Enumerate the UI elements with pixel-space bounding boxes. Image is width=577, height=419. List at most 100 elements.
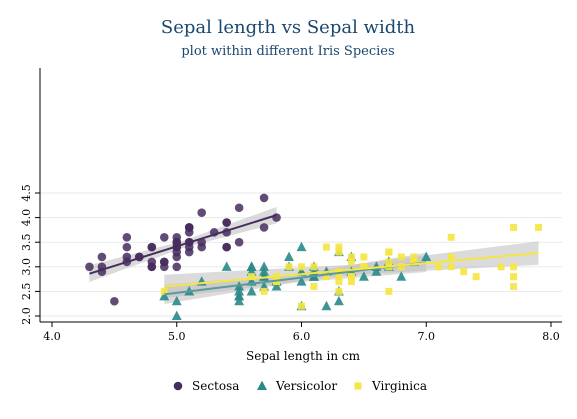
point-sectosa-43 xyxy=(172,237,182,247)
point-sectosa-42 xyxy=(97,252,107,262)
y-tick-label-1: 2.5 xyxy=(20,283,33,301)
point-sectosa-49 xyxy=(172,247,182,257)
point-virginica-13 xyxy=(260,287,268,295)
point-sectosa-28 xyxy=(197,242,206,252)
point-virginica-49 xyxy=(285,263,293,271)
point-versicolor-4 xyxy=(358,271,369,281)
point-virginica-43 xyxy=(397,253,405,261)
point-versicolor-26 xyxy=(396,271,407,281)
point-virginica-18 xyxy=(510,282,518,290)
point-virginica-48 xyxy=(322,243,330,251)
point-virginica-7 xyxy=(460,268,468,276)
point-versicolor-33 xyxy=(296,276,307,286)
point-virginica-27 xyxy=(310,263,318,271)
point-virginica-41 xyxy=(410,258,418,266)
point-sectosa-39 xyxy=(184,242,194,252)
point-versicolor-43 xyxy=(171,295,182,306)
legend: Sectosa Versicolor Virginica xyxy=(173,379,427,393)
legend-marker-versicolor xyxy=(257,380,267,390)
x-tick-label-2: 6.0 xyxy=(293,330,311,343)
point-sectosa-18 xyxy=(259,223,269,232)
point-sectosa-25 xyxy=(172,262,182,272)
point-virginica-19 xyxy=(298,302,305,310)
y-tick-label-3: 3.5 xyxy=(20,233,33,251)
point-virginica-8 xyxy=(385,287,393,295)
point-virginica-0 xyxy=(335,248,343,256)
y-tick-label-4: 4.0 xyxy=(20,209,33,227)
point-virginica-36 xyxy=(335,243,343,251)
point-versicolor-10 xyxy=(171,310,182,321)
chart-title: Sepal length vs Sepal width xyxy=(161,17,416,38)
x-axis-label: Sepal length in cm xyxy=(246,349,361,363)
point-versicolor-31 xyxy=(234,290,245,301)
point-virginica-40 xyxy=(385,258,393,266)
point-sectosa-14 xyxy=(272,213,281,222)
point-virginica-33 xyxy=(335,273,343,281)
legend-marker-sectosa xyxy=(173,381,183,391)
point-virginica-29 xyxy=(447,263,455,271)
legend-label-sectosa: Sectosa xyxy=(192,379,239,393)
point-virginica-15 xyxy=(347,253,355,261)
point-virginica-47 xyxy=(360,263,368,271)
point-virginica-17 xyxy=(510,223,518,231)
point-versicolor-3 xyxy=(234,295,245,306)
point-virginica-32 xyxy=(347,273,355,281)
point-versicolor-8 xyxy=(371,266,382,276)
point-virginica-11 xyxy=(347,278,355,286)
point-virginica-12 xyxy=(397,263,405,271)
point-sectosa-41 xyxy=(110,296,119,306)
point-versicolor-45 xyxy=(259,261,270,271)
fit-line-sectosa xyxy=(89,214,277,275)
point-virginica-46 xyxy=(335,287,343,295)
point-versicolor-0 xyxy=(421,251,432,262)
point-versicolor-19 xyxy=(246,286,257,296)
x-tick-label-0: 4.0 xyxy=(43,330,61,343)
point-sectosa-47 xyxy=(122,252,132,262)
fit-line-virginica xyxy=(164,252,539,288)
legend-marker-virginica xyxy=(354,382,362,390)
point-virginica-6 xyxy=(160,287,168,295)
point-sectosa-33 xyxy=(234,203,244,213)
point-virginica-30 xyxy=(472,273,480,281)
point-versicolor-38 xyxy=(246,261,257,271)
point-virginica-26 xyxy=(322,273,330,281)
point-sectosa-45 xyxy=(147,262,157,272)
point-virginica-23 xyxy=(335,278,343,286)
point-virginica-38 xyxy=(298,263,305,271)
legend-label-virginica: Virginica xyxy=(371,379,427,393)
point-virginica-44 xyxy=(385,248,393,256)
point-versicolor-39 xyxy=(234,286,245,296)
point-versicolor-34 xyxy=(221,261,232,271)
x-tick-label-3: 7.0 xyxy=(418,330,436,343)
point-sectosa-13 xyxy=(85,262,94,272)
point-versicolor-37 xyxy=(333,295,344,306)
y-tick-label-2: 3.0 xyxy=(20,258,33,276)
point-sectosa-16 xyxy=(222,218,231,227)
point-virginica-10 xyxy=(360,253,368,261)
point-versicolor-20 xyxy=(284,251,294,262)
point-sectosa-15 xyxy=(259,193,269,203)
point-versicolor-18 xyxy=(321,300,332,311)
point-sectosa-31 xyxy=(222,242,231,252)
point-virginica-37 xyxy=(347,258,355,266)
y-tick-label-0: 2.0 xyxy=(20,307,33,325)
point-sectosa-22 xyxy=(122,232,132,242)
point-versicolor-7 xyxy=(159,290,170,301)
point-virginica-2 xyxy=(435,263,443,271)
point-sectosa-6 xyxy=(122,242,132,252)
point-virginica-5 xyxy=(497,263,505,271)
point-versicolor-35 xyxy=(296,241,307,252)
plot-area: 4.0 5.0 6.0 7.0 8.0 2.0 2.5 3.0 3.5 4.0 4.5 xyxy=(20,68,562,343)
point-virginica-22 xyxy=(510,273,518,281)
point-sectosa-34 xyxy=(159,257,169,267)
x-tick-label-1: 5.0 xyxy=(168,330,186,343)
point-sectosa-36 xyxy=(234,237,244,247)
point-sectosa-24 xyxy=(147,242,157,252)
point-versicolor-42 xyxy=(271,281,282,291)
legend-label-versicolor: Versicolor xyxy=(275,379,337,393)
point-sectosa-46 xyxy=(184,223,194,232)
point-sectosa-32 xyxy=(197,208,206,217)
y-tick-label-5: 4.5 xyxy=(20,184,33,202)
point-virginica-25 xyxy=(447,253,455,261)
point-virginica-21 xyxy=(248,273,256,281)
